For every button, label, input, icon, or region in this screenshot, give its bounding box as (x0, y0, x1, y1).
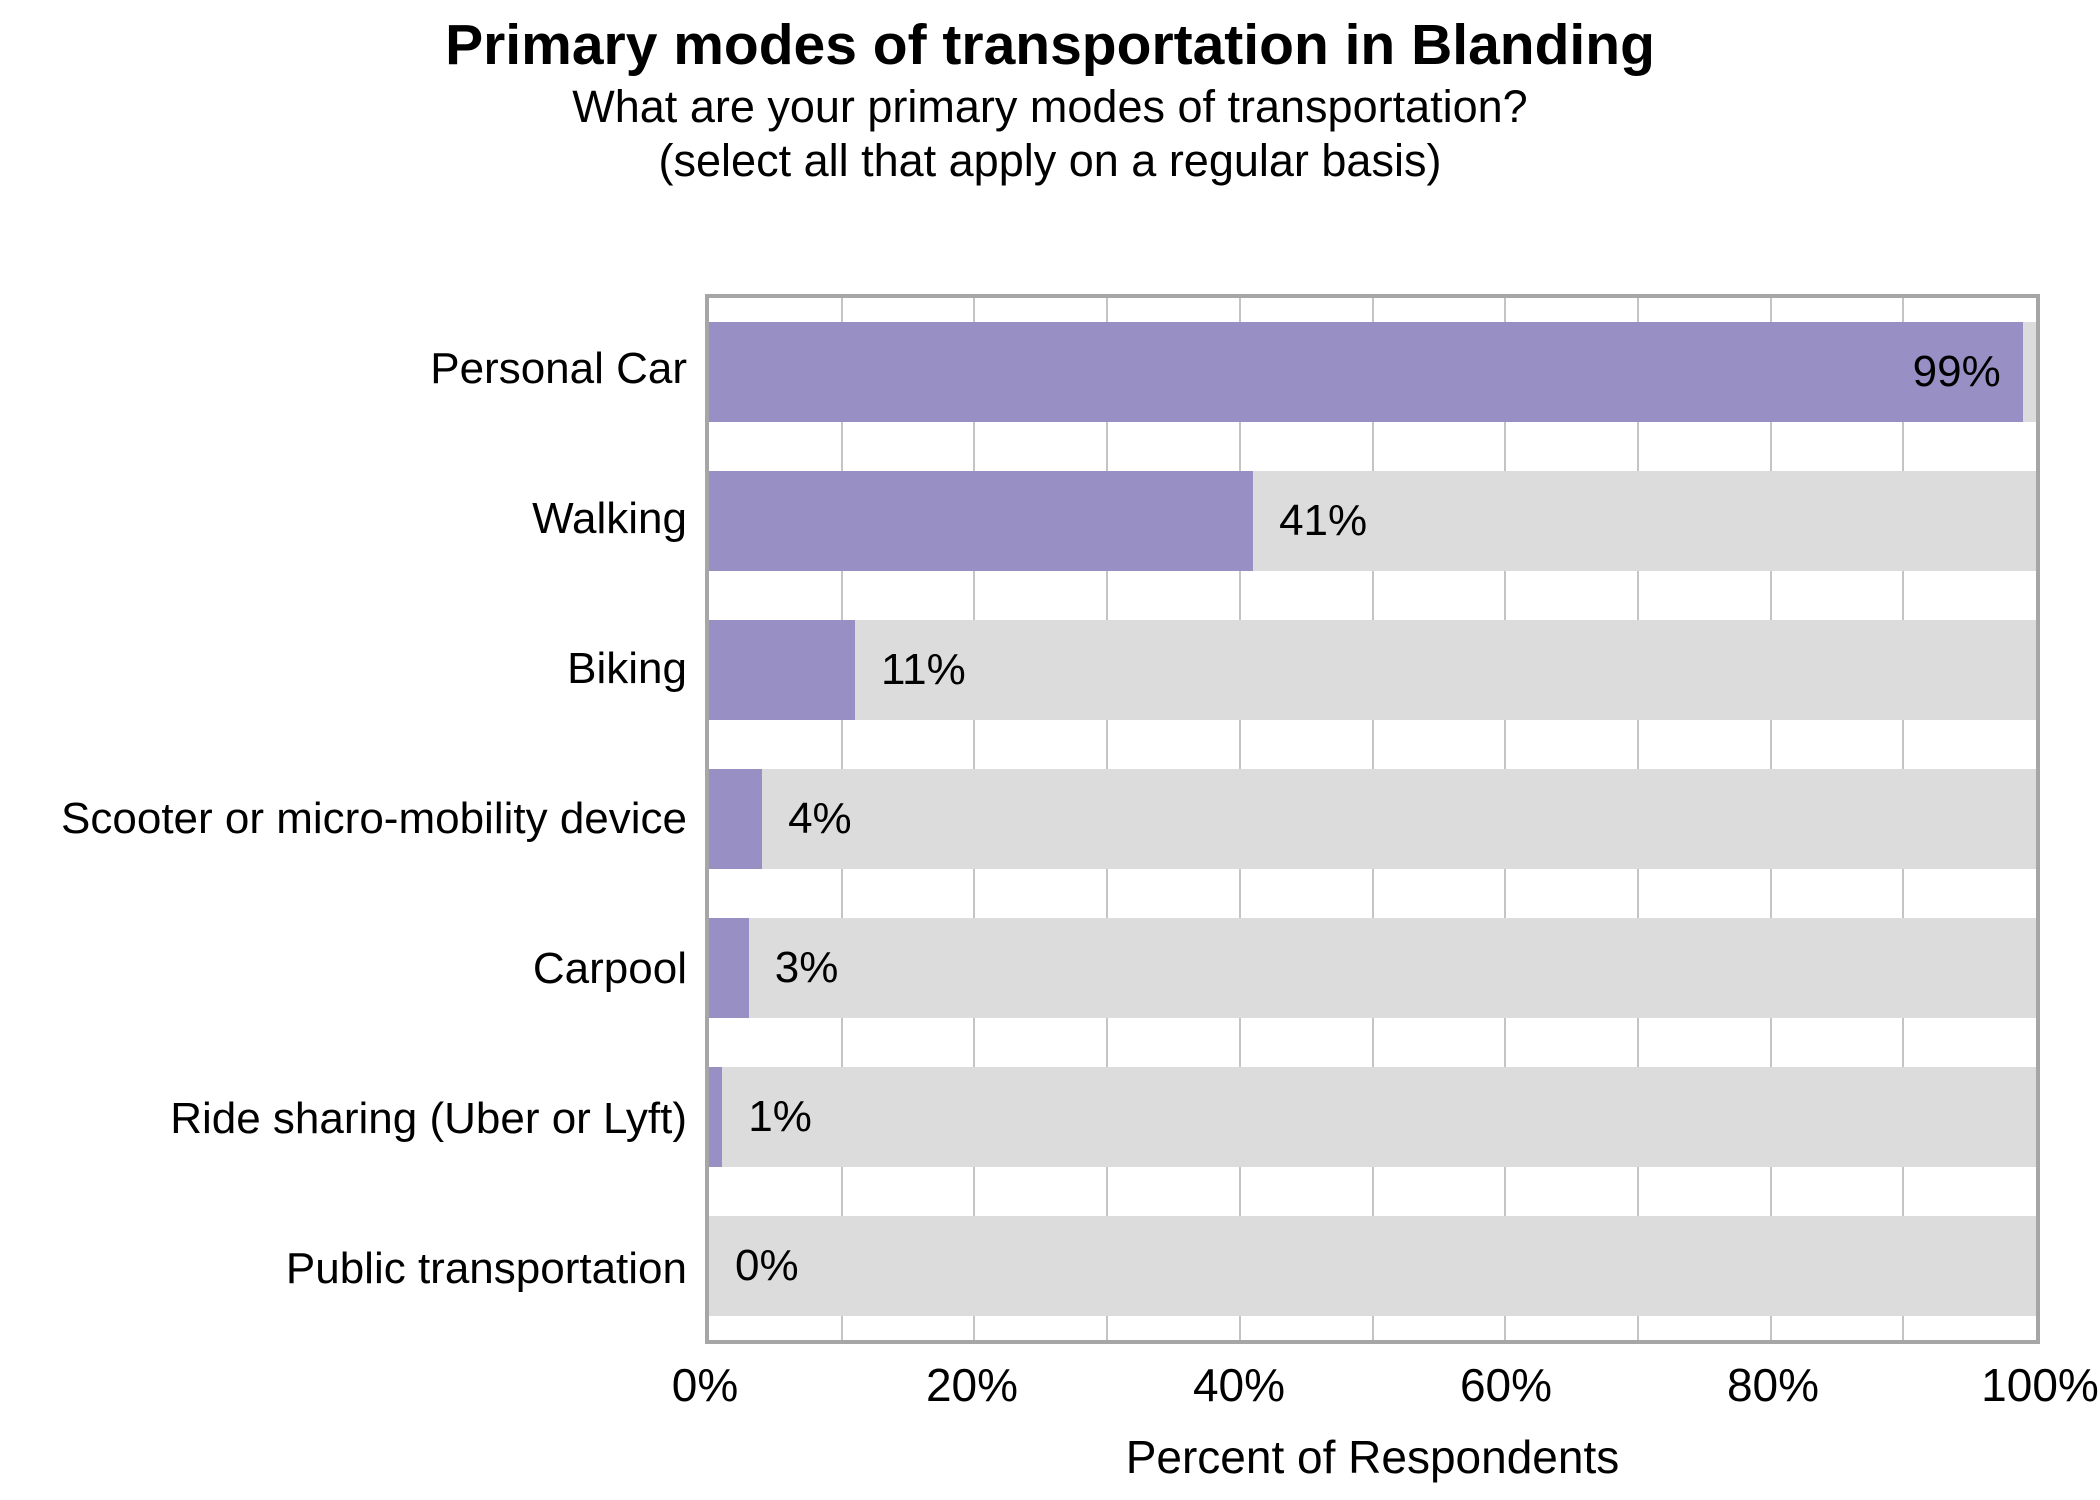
category-label: Biking (567, 644, 687, 693)
value-label: 11% (880, 645, 966, 695)
x-tick-40pct: 40% (1192, 1359, 1286, 1411)
bar-track: 99% (709, 322, 2036, 423)
value-label: 1% (748, 1091, 812, 1141)
value-label: 0% (735, 1240, 799, 1290)
chart-subtitle-line-2: (select all that apply on a regular basi… (658, 135, 1442, 186)
bar-row: 1% (709, 1042, 2036, 1191)
chart-subtitle-line-1: What are your primary modes of transport… (572, 81, 1528, 132)
value-label: 4% (788, 794, 852, 843)
bar-row: 11% (709, 596, 2036, 745)
bar-fill (709, 1066, 723, 1167)
bar-row: 99% (709, 298, 2036, 447)
value-label: 99% (1912, 347, 2001, 397)
bar-track: 3% (709, 917, 2036, 1018)
x-tick-80pct: 80% (1726, 1359, 1820, 1411)
bar-track: 1% (709, 1066, 2036, 1167)
x-axis-ticks: 0% 20% 40% 60% 80% 100% (672, 1358, 2099, 1416)
chart-subtitle: What are your primary modes of transport… (0, 80, 2100, 188)
chart-title: Primary modes of transportation in Bland… (445, 13, 1655, 77)
bar-track: 41% (709, 471, 2036, 572)
bar-fill (709, 322, 2023, 423)
bars-area: 99% 41% 11% 4% 3% 1% 0% (709, 298, 2036, 1340)
category-labels: Personal Car Walking Biking Scooter or micr… (0, 294, 687, 1344)
bar-fill (709, 620, 855, 721)
bar-fill (709, 769, 763, 869)
value-label: 3% (774, 942, 839, 992)
category-label: Personal Car (430, 344, 687, 393)
plot-area: 99% 41% 11% 4% 3% 1% 0% (705, 294, 2040, 1344)
bar-fill (709, 471, 1254, 572)
category-label: Walking (532, 494, 687, 543)
x-tick-100pct: 100% (1981, 1359, 2099, 1411)
bar-track: 11% (709, 620, 2036, 721)
x-axis-label: Percent of Respondents (1125, 1431, 1620, 1483)
bar-row: 0% (709, 1191, 2036, 1340)
bar-fill (709, 917, 749, 1018)
x-tick-0pct: 0% (671, 1359, 739, 1411)
category-label: Public transportation (285, 1244, 687, 1293)
category-label: Ride sharing (Uber or Lyft) (170, 1094, 687, 1143)
category-label: Scooter or micro-mobility device (61, 794, 687, 843)
x-tick-60pct: 60% (1459, 1359, 1553, 1411)
bar-row: 4% (709, 745, 2036, 894)
x-tick-20pct: 20% (925, 1359, 1019, 1411)
bar-track: 4% (709, 769, 2036, 869)
category-label: Carpool (532, 944, 687, 993)
bar-row: 41% (709, 447, 2036, 596)
value-label: 41% (1279, 496, 1368, 546)
bar-row: 3% (709, 893, 2036, 1042)
bar-track: 0% (709, 1215, 2036, 1316)
